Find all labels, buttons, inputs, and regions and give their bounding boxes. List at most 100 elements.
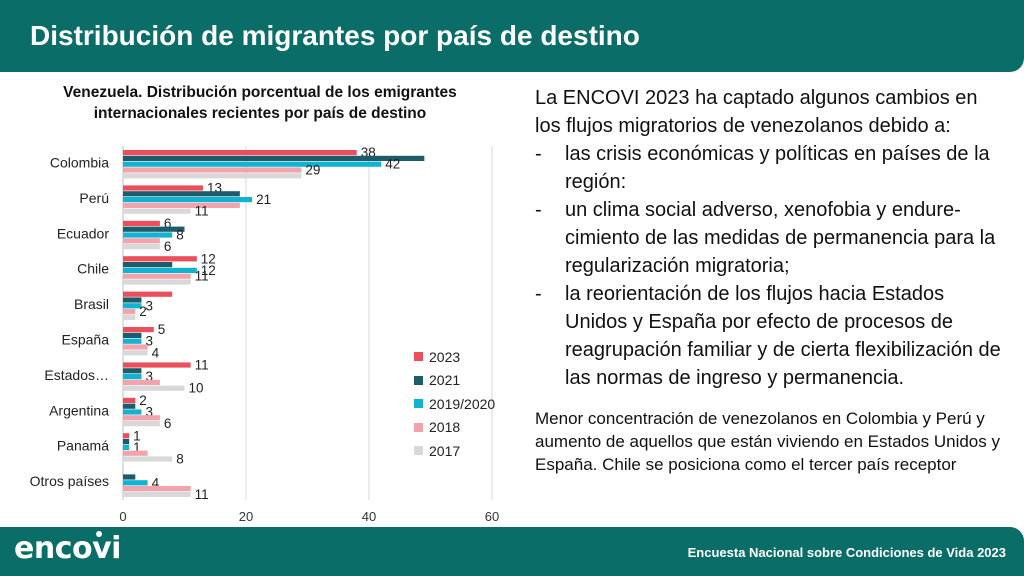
footer-bar: encovi Encuesta Nacional sobre Condicion… [0,527,1024,576]
bar [123,486,191,492]
text-panel: La ENCOVI 2023 ha captado algunos cambio… [535,84,1005,493]
bar [123,338,142,344]
reason-text: un clima social adverso, xenofobia y end… [565,199,996,277]
intro-paragraph: La ENCOVI 2023 ha captado algunos cambio… [535,87,978,137]
header-bar: Distribución de migrantes por país de de… [0,0,1024,72]
data-label: 8 [176,228,184,243]
legend-item: 2019/2020 [414,392,495,416]
bar [123,480,148,486]
data-label: 42 [385,157,400,172]
data-label: 6 [164,239,172,254]
bar [123,362,191,368]
bar [123,191,240,197]
bar [123,161,382,167]
page-title: Distribución de migrantes por país de de… [30,20,640,51]
reasons-list: - las crisis económicas y políticas en pa… [535,140,1005,392]
legend-item: 2021 [414,369,495,393]
data-label: 11 [195,204,209,219]
footer-subtitle: Encuesta Nacional sobre Condiciones de V… [687,545,1006,560]
category-label: España [62,332,110,348]
category-label: Otros países [30,473,109,489]
bullet-dash: - [535,143,542,165]
bar [123,314,136,320]
bar [123,279,191,285]
reason-item: - un clima social adverso, xenofobia y en… [535,196,1005,280]
data-label: 3 [145,334,153,349]
bar [123,309,136,315]
data-label: 2 [139,304,147,319]
bar [123,415,160,421]
category-label: Colombia [50,155,109,171]
bar [123,155,425,161]
legend-label: 2021 [429,372,461,389]
legend-label: 2017 [429,442,461,459]
data-label: 11 [195,487,209,502]
bar [123,350,148,356]
category-label: Chile [77,261,109,277]
data-label: 6 [164,216,172,231]
reason-item: - la reorientación de los flujos hacia Es… [535,280,1005,392]
bar [123,256,197,262]
legend-swatch [414,352,423,362]
logo-dot [96,531,102,537]
bar [123,220,160,226]
bar-chart: 0 20 40 60Colombia384229Perú132111Ecuador68… [30,145,500,524]
legend-swatch [414,399,423,409]
chart-title: Venezuela. Distribución porcentual de lo… [63,84,457,122]
x-tick-label: 40 [362,509,376,524]
reason-text: las crisis económicas y políticas en paí… [565,143,990,193]
data-label: 1 [133,440,141,455]
bar [123,303,142,309]
conclusion-paragraph: Menor concentración de venezolanos en Co… [535,409,1000,474]
bar [123,374,142,380]
data-label: 10 [189,381,204,396]
bar [123,167,302,173]
category-label: Perú [79,190,109,206]
bullet-dash: - [535,199,542,221]
category-label: Ecuador [57,225,109,241]
legend-label: 2018 [429,419,461,436]
category-label: Estados… [44,367,109,383]
bar [123,456,173,462]
legend-item: 2017 [414,439,495,463]
bar [123,273,191,279]
bullet-dash: - [535,283,542,305]
data-label: 11 [195,358,209,373]
legend-swatch [414,375,423,385]
bar [123,421,160,427]
bar [123,344,148,350]
legend-swatch [414,446,423,456]
data-label: 21 [256,192,271,207]
bar [123,173,302,179]
data-label: 2 [139,393,147,408]
x-tick-label: 0 [119,509,126,524]
bar [123,291,173,297]
reason-text: la reorientación de los flujos hacia Est… [565,283,1001,389]
data-label: 3 [145,298,153,313]
data-label: 11 [195,269,209,284]
bar [123,385,185,391]
bar [123,208,191,214]
x-tick-label: 20 [239,509,253,524]
encovi-logo: encovi [14,531,121,566]
legend-label: 2019/2020 [429,395,496,412]
category-label: Argentina [49,402,109,418]
data-label: 5 [158,322,166,337]
category-label: Panamá [57,438,109,454]
data-label: 12 [201,251,216,266]
bar [123,150,357,156]
chart-legend: 2023 2021 2019/2020 2018 2017 [414,345,495,463]
reason-item: - las crisis económicas y políticas en pa… [535,140,1005,196]
bar [123,244,160,250]
bar [123,197,253,203]
bar [123,439,130,445]
data-label: 4 [152,345,160,360]
bar [123,379,160,385]
bar [123,238,160,244]
bar [123,491,191,497]
bar [123,368,142,374]
bar [123,397,136,403]
data-label: 12 [201,263,216,278]
x-tick-label: 60 [485,509,499,524]
data-label: 3 [145,405,153,420]
